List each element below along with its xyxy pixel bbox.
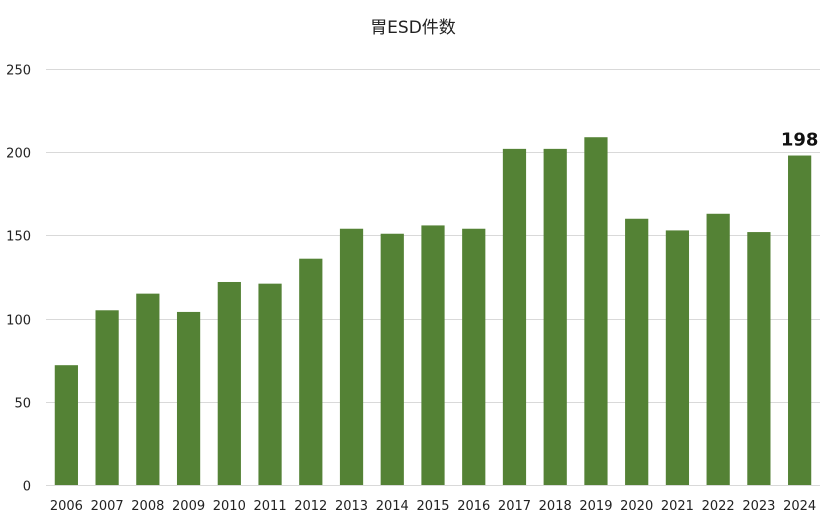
bar-2012 (299, 258, 323, 485)
bar-2007 (95, 310, 119, 485)
y-tick-label: 150 (6, 230, 31, 245)
bar-2023 (747, 232, 771, 485)
bar-2009 (176, 311, 201, 485)
x-tick-label: 2022 (702, 499, 735, 514)
bar-2015 (421, 225, 445, 486)
y-tick-label: 250 (6, 64, 31, 79)
y-tick-label: 0 (23, 480, 31, 495)
y-tick-label: 50 (14, 397, 31, 412)
x-tick-label: 2011 (254, 499, 287, 514)
bar-2021 (665, 230, 690, 485)
x-tick-label: 2020 (620, 499, 653, 514)
x-tick-label: 2013 (335, 499, 368, 514)
bar-2019 (584, 137, 608, 485)
x-tick-label: 2006 (50, 499, 83, 514)
x-tick-label: 2024 (783, 499, 816, 514)
bar-2013 (339, 228, 364, 486)
bar-2008 (136, 293, 160, 485)
bar-2018 (543, 148, 567, 485)
bar-2017 (502, 148, 527, 485)
bar-2022 (706, 213, 730, 485)
bar-2020 (625, 218, 649, 485)
data-labels: 198 (781, 130, 819, 151)
x-tick-label: 2012 (294, 499, 327, 514)
y-axis-ticks: 0 50 100 150 200 250 (6, 64, 31, 495)
x-tick-label: 2007 (91, 499, 124, 514)
x-tick-label: 2014 (376, 499, 409, 514)
x-tick-label: 2018 (539, 499, 572, 514)
bar-2016 (462, 228, 486, 486)
x-axis-ticks: 2006 2007 2008 2009 2010 2011 2012 2013 2014 2015… (50, 499, 816, 514)
bar-2010 (217, 281, 241, 485)
bars (54, 137, 812, 486)
bar-2011 (258, 283, 282, 485)
x-tick-label: 2017 (498, 499, 531, 514)
x-tick-label: 2010 (213, 499, 246, 514)
x-tick-label: 2019 (579, 499, 612, 514)
x-tick-label: 2023 (742, 499, 775, 514)
chart-title: 胃ESD件数 (370, 18, 456, 38)
y-tick-label: 100 (6, 314, 31, 329)
x-tick-label: 2015 (416, 499, 449, 514)
bar-2014 (380, 233, 404, 485)
data-label: 198 (781, 130, 819, 151)
x-tick-label: 2021 (661, 499, 694, 514)
bar-2024 (788, 155, 812, 485)
y-tick-label: 200 (6, 147, 31, 162)
bar-2006 (54, 365, 78, 485)
x-tick-label: 2009 (172, 499, 205, 514)
x-tick-label: 2016 (457, 499, 490, 514)
x-tick-label: 2008 (131, 499, 164, 514)
